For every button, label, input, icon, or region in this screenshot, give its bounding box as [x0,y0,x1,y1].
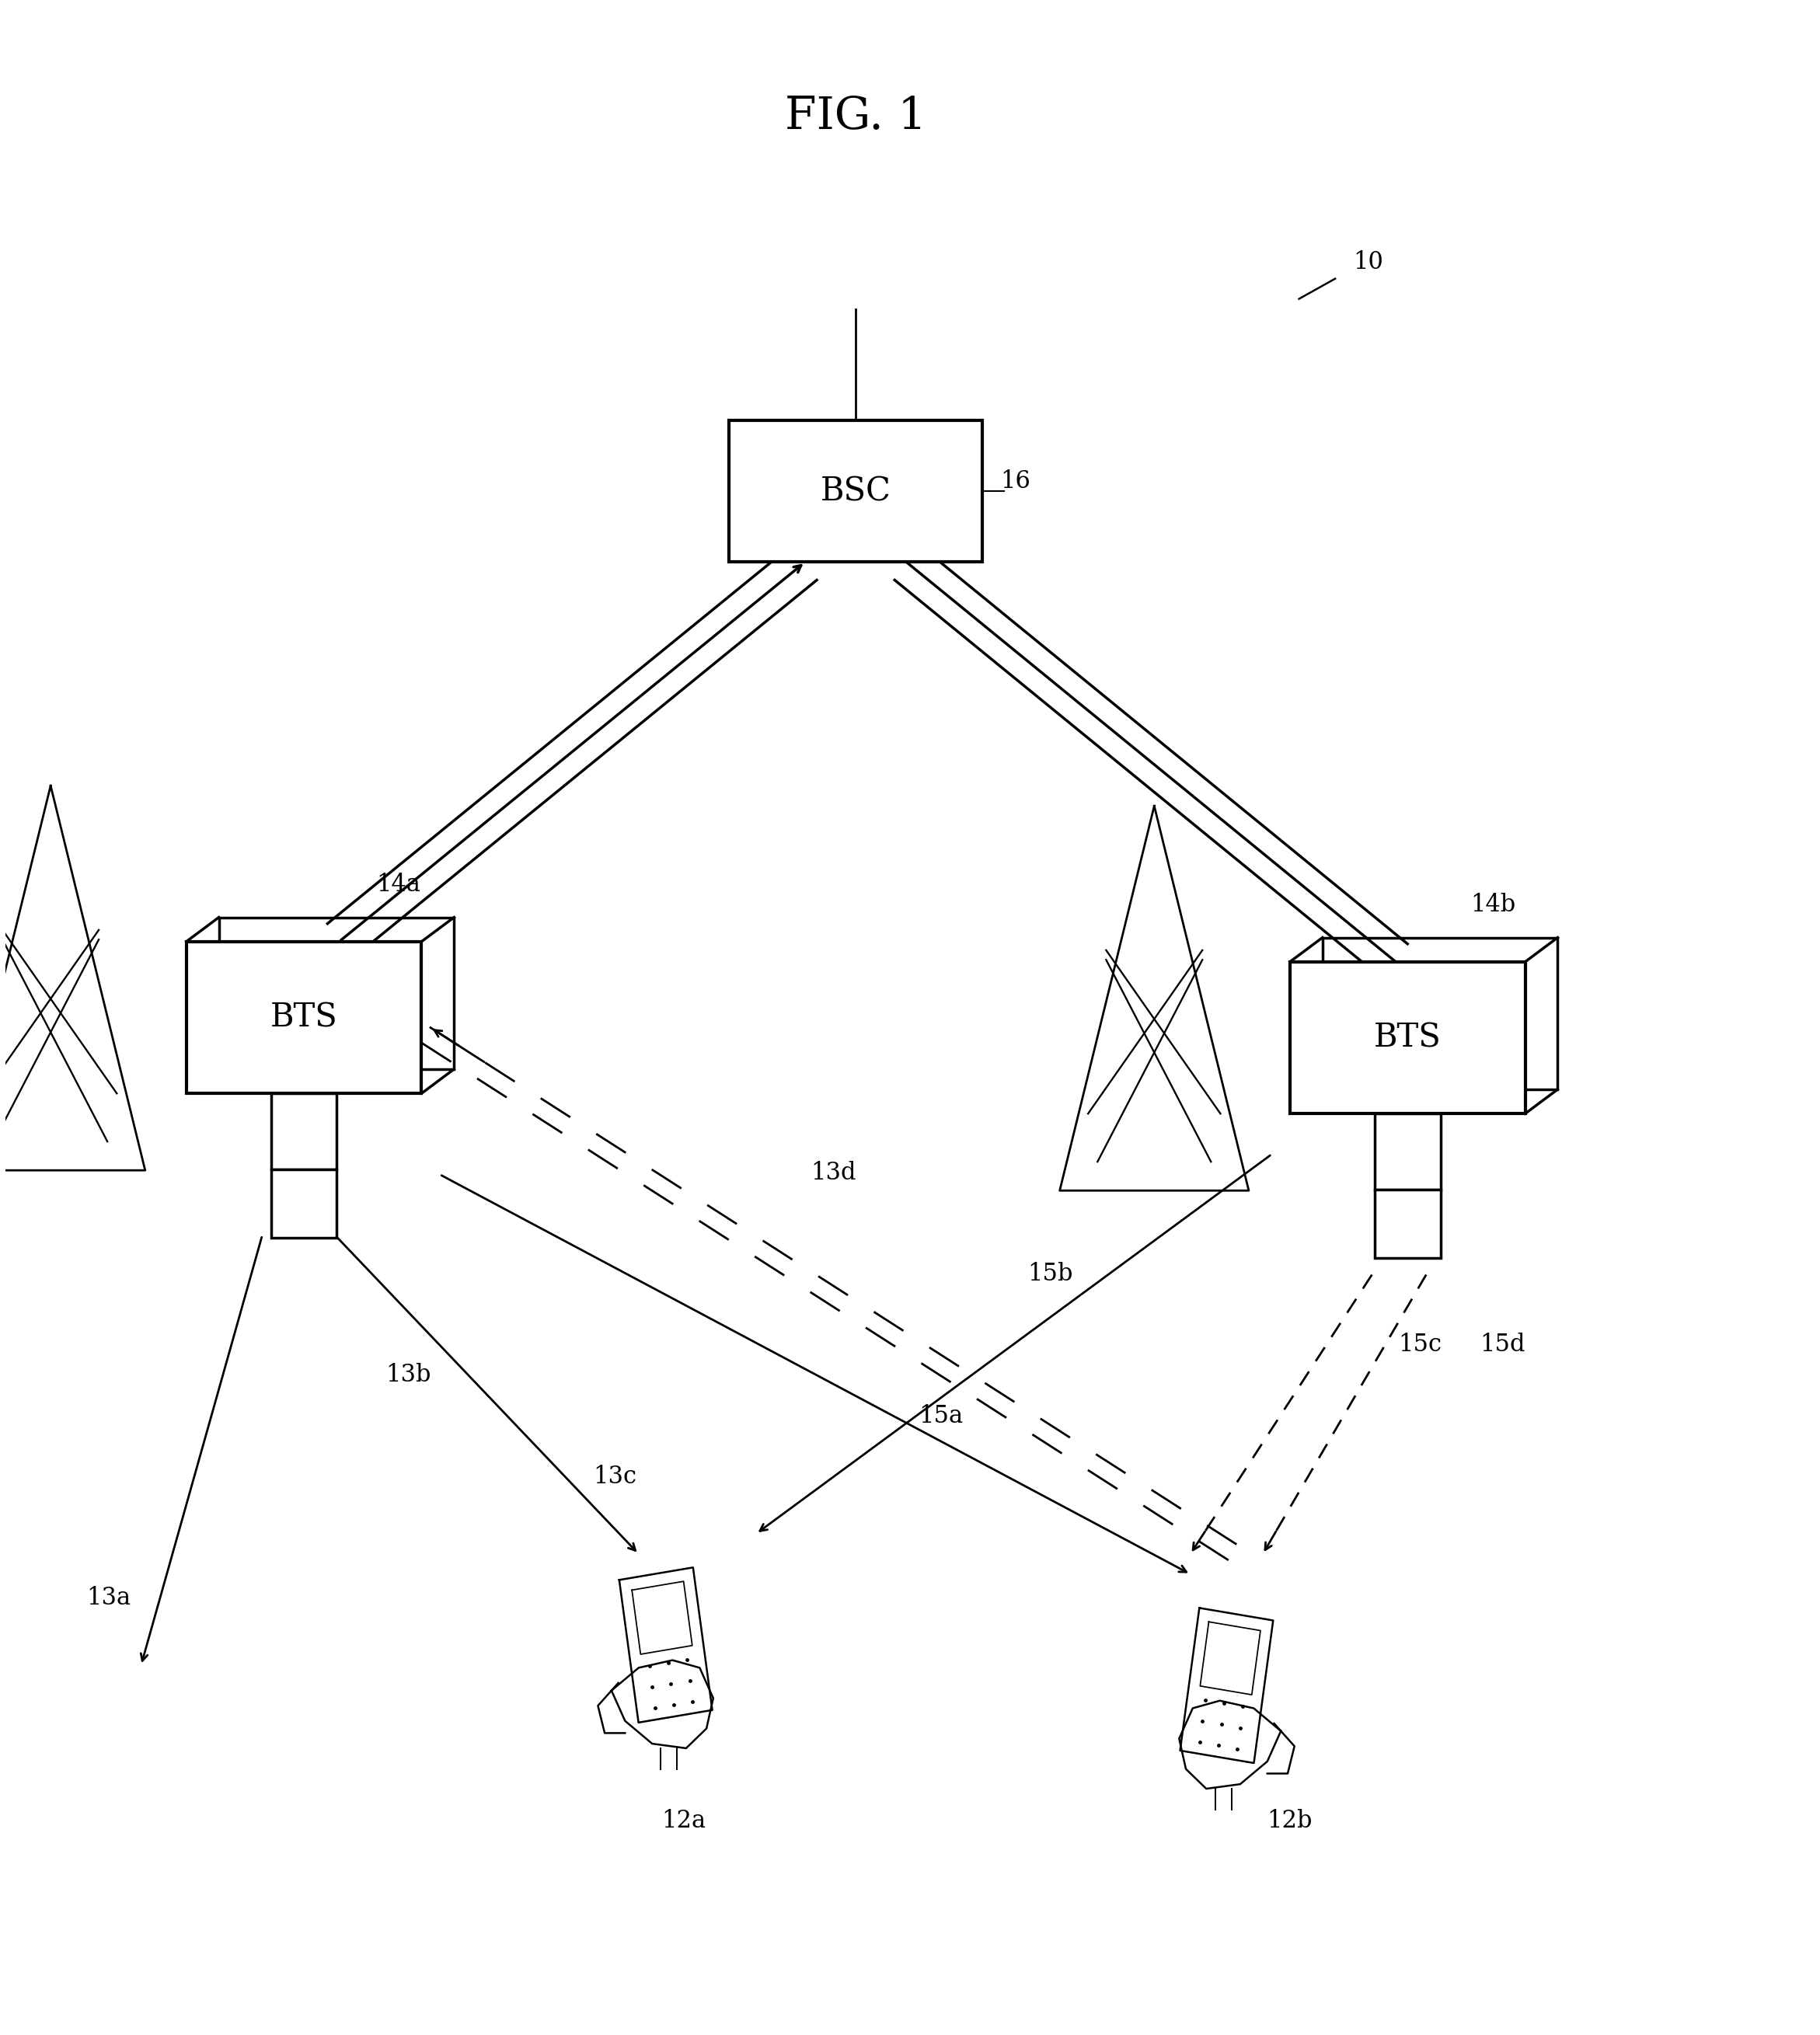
Text: 15b: 15b [1028,1262,1074,1286]
Bar [218,918,453,1068]
Text: 10: 10 [1354,250,1383,275]
Text: 15d: 15d [1480,1333,1525,1357]
Bar [730,421,983,562]
Text: 13d: 13d [810,1160,855,1184]
Text: BTS: BTS [269,1001,339,1034]
Bar [186,942,422,1093]
Bar [271,1093,337,1170]
Text: 14b: 14b [1471,893,1516,916]
Text: 15a: 15a [919,1404,963,1429]
Text: 12b: 12b [1267,1809,1312,1834]
Text: 13c: 13c [593,1465,637,1488]
Bar [1374,1190,1440,1258]
Text: 14a: 14a [377,873,420,897]
Text: 13b: 13b [386,1363,431,1388]
Text: BTS: BTS [1374,1022,1441,1054]
Text: 16: 16 [1001,468,1030,492]
Text: 12a: 12a [662,1809,706,1834]
Bar [1290,963,1525,1113]
Bar [1374,1113,1440,1190]
Text: 13a: 13a [87,1585,131,1610]
Text: BSC: BSC [821,474,892,507]
Bar [271,1170,337,1237]
Text: 15c: 15c [1398,1333,1441,1357]
Bar [1323,938,1558,1089]
Text: FIG. 1: FIG. 1 [784,96,926,138]
